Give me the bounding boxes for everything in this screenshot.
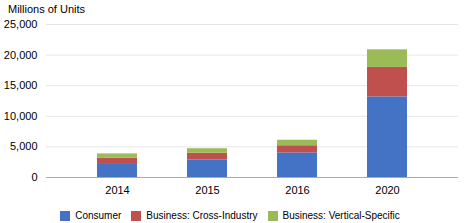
svg-text:2015: 2015 [195,184,219,196]
svg-text:0: 0 [31,171,37,183]
svg-text:2014: 2014 [105,184,129,196]
svg-text:5,000: 5,000 [10,140,38,152]
svg-text:10,000: 10,000 [4,110,38,122]
svg-text:15,000: 15,000 [4,79,38,91]
svg-text:2020: 2020 [375,184,399,196]
svg-text:2016: 2016 [285,184,309,196]
html-text:Business: Cross-Industry: Business: Cross-Industry [146,210,258,221]
svg-text:25,000: 25,000 [4,18,38,30]
html-text:Business: Vertical-Specific: Business: Vertical-Specific [282,210,400,221]
html-text:Millions of Units: Millions of Units [8,3,85,15]
svg-text:20,000: 20,000 [4,49,38,61]
html-text:Consumer: Consumer [75,210,122,221]
